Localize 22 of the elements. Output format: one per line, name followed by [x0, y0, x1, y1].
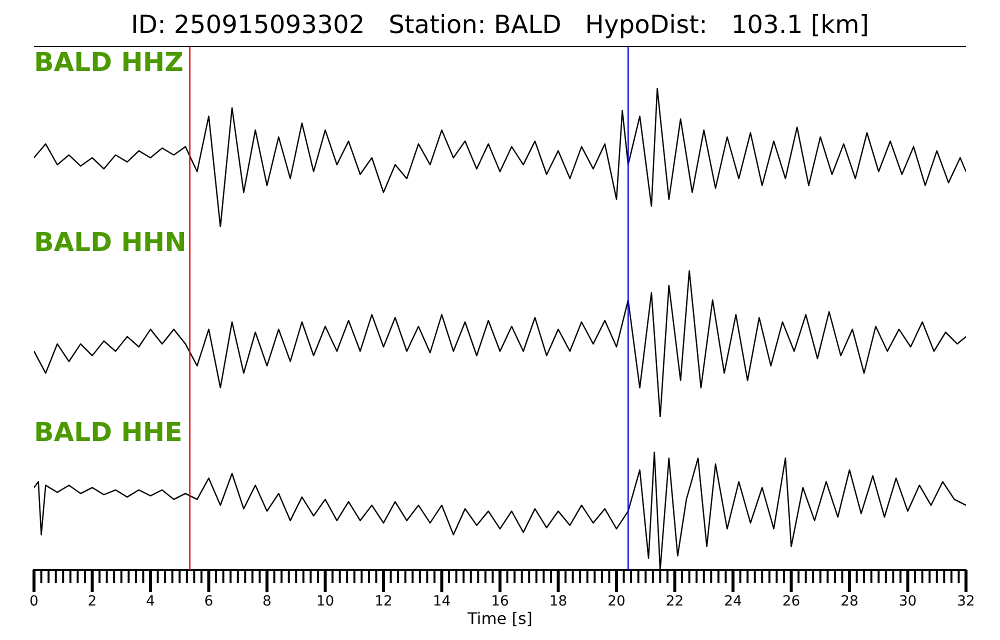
x-tick-label: 4 [146, 594, 156, 610]
x-tick-label: 0 [30, 594, 38, 610]
x-tick-label: 26 [782, 594, 800, 610]
series-label: BALD HHZ [34, 48, 184, 78]
series-label: BALD HHE [34, 418, 182, 448]
x-tick-label: 20 [608, 594, 626, 610]
x-axis-title: Time [s] [466, 609, 533, 628]
text: BALD HHN [34, 228, 186, 258]
x-tick-label: 30 [898, 594, 917, 610]
x-tick-label: 16 [491, 594, 509, 610]
x-tick-label: 14 [432, 594, 451, 610]
x-tick-label: 18 [549, 594, 568, 610]
x-tick-label: 24 [724, 594, 742, 610]
x-tick-label: 12 [374, 594, 392, 610]
x-tick-label: 8 [262, 594, 272, 610]
chart-title: ID: 250915093302 Station: BALD HypoDist: 103.1 [km] [34, 8, 966, 47]
x-tick-label: 28 [840, 594, 858, 610]
x-tick-label: 10 [316, 594, 334, 610]
x-tick-label: 6 [204, 594, 214, 610]
x-tick-label: 32 [957, 594, 975, 610]
x-tick-label: 22 [666, 594, 684, 610]
x-tick-label: 2 [88, 594, 97, 610]
